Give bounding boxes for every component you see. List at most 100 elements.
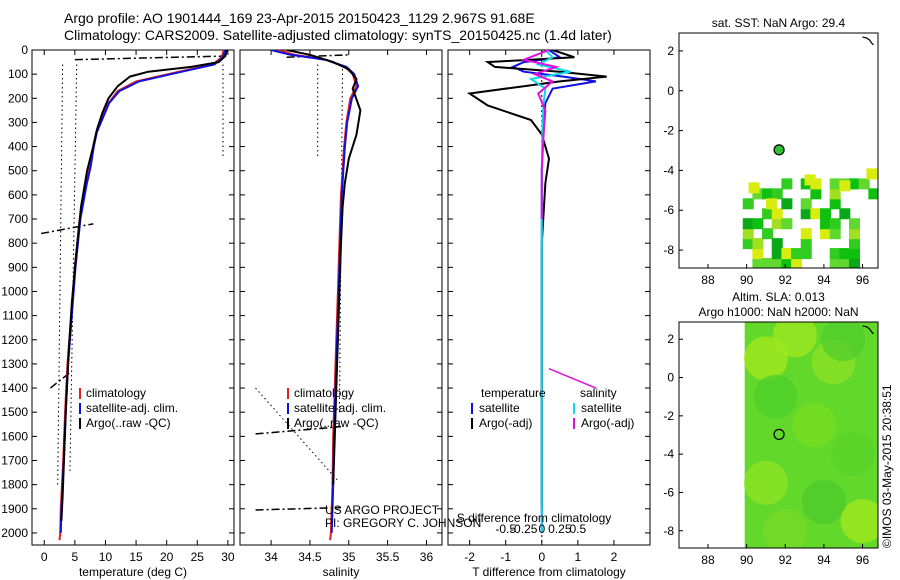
- sla-blob: [772, 322, 817, 358]
- sst-cell: [800, 208, 812, 220]
- temperature-std-line: [57, 64, 64, 485]
- sst-cell: [742, 228, 754, 240]
- temperature-xtick-label: 5: [72, 550, 79, 564]
- sla-map-ytick-label: -8: [663, 524, 674, 538]
- depth-tick-label: 100: [8, 67, 28, 81]
- sst-cell: [771, 238, 783, 250]
- sst-cell: [868, 188, 878, 200]
- depth-tick-label: 1700: [1, 453, 28, 467]
- sst-cell: [771, 188, 783, 200]
- depth-tick-label: 2000: [1, 526, 28, 540]
- depth-tick-label: 0: [21, 43, 28, 57]
- sst-cell: [849, 248, 861, 260]
- depth-tick-label: 600: [8, 188, 28, 202]
- sst-cell: [849, 178, 861, 190]
- temperature-legend-label: climatology: [86, 386, 146, 400]
- sst-cell: [742, 218, 754, 230]
- sst-map-xtick-label: 88: [701, 273, 715, 287]
- sst-cell: [781, 218, 793, 230]
- salinity-xtick-label: 35.5: [376, 550, 400, 564]
- sst-cell: [748, 182, 760, 194]
- sst-cell: [866, 168, 878, 180]
- salinity-xtick-label: 34: [264, 550, 278, 564]
- sst-cell: [839, 180, 851, 192]
- sst-cell: [791, 248, 803, 260]
- sla-map-ytick-label: -4: [663, 447, 674, 461]
- sst-cell: [800, 238, 812, 250]
- depth-tick-label: 700: [8, 212, 28, 226]
- temperature-xtick-label: 15: [129, 550, 143, 564]
- salinity-legend-label: satellite-adj. clim.: [294, 401, 386, 415]
- salinity-legend-label: Argo(..raw -QC): [294, 416, 379, 430]
- sst-map-ytick-label: 2: [667, 44, 674, 58]
- salinity-axes-frame: [239, 49, 443, 546]
- sst-cell: [829, 198, 841, 210]
- sst-cell: [762, 188, 774, 200]
- sla-map-xtick-label: 92: [779, 553, 793, 567]
- sst-cell: [849, 238, 861, 250]
- sst-cell: [804, 174, 816, 186]
- depth-tick-label: 1600: [1, 429, 28, 443]
- sst-map-ytick-label: 0: [667, 84, 674, 98]
- temperature-profile-panel: 0 5 10 15 20 25 300100200300400500600700800900…: [1, 43, 235, 579]
- difference-series-group: [466, 50, 607, 545]
- difference-series-line-0: [510, 50, 597, 533]
- temperature-legend-label: satellite-adj. clim.: [86, 401, 178, 415]
- sst-cell: [771, 258, 783, 268]
- sst-cell: [742, 238, 754, 250]
- depth-tick-label: 1800: [1, 478, 28, 492]
- salinity-diff-tick-label: 0.25: [548, 522, 572, 536]
- sst-cell: [765, 198, 777, 210]
- figure-title-line2: Climatology: CARS2009. Satellite-adjuste…: [64, 27, 612, 43]
- sst-cell: [849, 218, 861, 230]
- temperature-xtick-label: 10: [99, 550, 113, 564]
- sst-cell: [849, 258, 861, 268]
- depth-tick-label: 900: [8, 260, 28, 274]
- salinity-qc-line: [286, 54, 349, 58]
- depth-tick-label: 800: [8, 236, 28, 250]
- temperature-std-line: [69, 64, 78, 473]
- sst-cell: [771, 218, 783, 230]
- temperature-legend-label: Argo(..raw -QC): [86, 416, 171, 430]
- sst-map-ytick-label: -2: [663, 124, 674, 138]
- depth-tick-label: 300: [8, 115, 28, 129]
- salinity-diff-segment: [548, 368, 597, 389]
- difference-legend-label: satellite: [581, 401, 622, 415]
- temperature-xtick-label: 30: [221, 550, 235, 564]
- sst-cell: [820, 218, 832, 230]
- sla-map-frame: [678, 321, 879, 549]
- salinity-qc-line: [255, 506, 342, 511]
- sla-blob: [792, 403, 837, 448]
- temperature-series-line-0: [58, 50, 225, 541]
- sst-map-xtick-label: 90: [740, 273, 754, 287]
- sst-cell: [810, 178, 822, 190]
- sst-map-title: sat. SST: NaN Argo: 29.4: [712, 16, 846, 30]
- difference-xtick-label: 1: [575, 550, 582, 564]
- sla-map-xtick-label: 88: [701, 553, 715, 567]
- salinity-legend-label: climatology: [294, 386, 354, 400]
- difference-xlabel-salinity: S difference from climatology: [457, 511, 612, 525]
- sla-blob: [840, 499, 878, 544]
- temperature-xlabel: temperature (deg C): [79, 565, 187, 579]
- sla-map-ytick-label: -2: [663, 409, 674, 423]
- temperature-qc-line: [74, 55, 226, 61]
- sla-map-subtitle: Argo h1000: NaN h2000: NaN: [698, 305, 858, 319]
- difference-series-line-2: [528, 50, 571, 533]
- sla-blob: [743, 460, 788, 505]
- sst-cell: [742, 198, 754, 210]
- sst-cell: [829, 188, 841, 200]
- salinity-profile-panel: 34 34.5 35 35.5 36 salinity climatologysatelli…: [239, 49, 443, 579]
- temperature-qc-line: [41, 223, 94, 235]
- figure-title-line1: Argo profile: AO 1901444_169 23-Apr-2015…: [64, 10, 535, 26]
- sla-map-xtick-label: 96: [856, 553, 870, 567]
- difference-legend-heading: salinity: [580, 386, 617, 400]
- sla-map-panel: 88 90 92 94 96 2 0 -2 -4 -6 -8 Altim. SLA: 0.013Arg…: [663, 290, 879, 567]
- sla-map-cells: [743, 322, 878, 548]
- salinity-series-line-1: [270, 50, 360, 533]
- sst-cell: [762, 258, 774, 268]
- sla-map-xtick-label: 94: [817, 553, 831, 567]
- depth-tick-label: 200: [8, 91, 28, 105]
- sst-cell: [752, 218, 764, 230]
- temperature-xtick-label: 20: [160, 550, 174, 564]
